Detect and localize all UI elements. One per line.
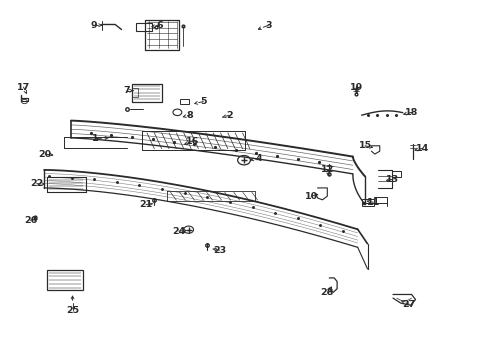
Text: 6: 6 <box>156 21 163 30</box>
Text: 16: 16 <box>185 136 199 145</box>
Text: 5: 5 <box>200 97 207 106</box>
Text: 1: 1 <box>92 134 99 143</box>
Text: 15: 15 <box>359 141 371 150</box>
Text: 2: 2 <box>226 111 233 120</box>
Text: 19: 19 <box>350 83 364 91</box>
Text: 25: 25 <box>66 306 79 315</box>
Text: 26: 26 <box>24 216 37 225</box>
Text: 7: 7 <box>123 86 130 95</box>
Text: 13: 13 <box>387 175 399 184</box>
Text: 24: 24 <box>172 227 186 236</box>
Text: 23: 23 <box>213 246 226 255</box>
Text: 21: 21 <box>139 200 153 209</box>
Text: 14: 14 <box>416 144 429 153</box>
Text: 4: 4 <box>255 154 262 163</box>
Text: 17: 17 <box>17 83 30 91</box>
Text: 11: 11 <box>367 198 380 207</box>
Text: 10: 10 <box>305 192 318 201</box>
Text: 22: 22 <box>30 179 44 188</box>
Text: 3: 3 <box>265 21 272 30</box>
Text: 20: 20 <box>39 150 51 158</box>
Text: 8: 8 <box>187 111 194 120</box>
Text: 18: 18 <box>405 108 418 117</box>
Text: 12: 12 <box>320 165 334 174</box>
Text: 28: 28 <box>320 288 334 297</box>
Text: 9: 9 <box>91 21 98 30</box>
Text: 27: 27 <box>402 300 416 309</box>
